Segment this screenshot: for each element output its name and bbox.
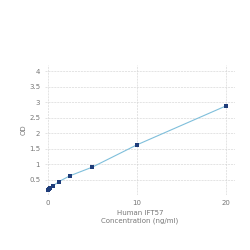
Point bbox=[46, 188, 50, 192]
Point bbox=[68, 174, 72, 178]
Point bbox=[47, 187, 51, 191]
Point bbox=[135, 143, 139, 147]
Point bbox=[224, 104, 228, 108]
X-axis label: Human IFT57
Concentration (ng/ml): Human IFT57 Concentration (ng/ml) bbox=[102, 210, 178, 224]
Point bbox=[46, 188, 50, 192]
Point bbox=[90, 165, 94, 169]
Point bbox=[57, 180, 61, 184]
Y-axis label: OD: OD bbox=[20, 125, 26, 135]
Point bbox=[48, 186, 52, 190]
Point bbox=[51, 184, 55, 188]
